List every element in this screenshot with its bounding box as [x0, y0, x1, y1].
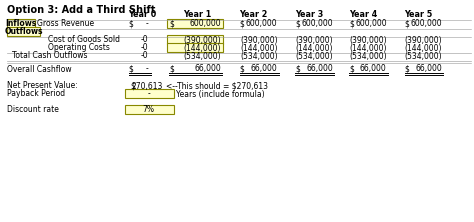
FancyBboxPatch shape	[7, 20, 35, 28]
Text: Option 3: Add a Third Shift: Option 3: Add a Third Shift	[7, 5, 155, 15]
Text: Discount rate: Discount rate	[7, 105, 59, 115]
Text: $: $	[169, 65, 174, 73]
Text: (534,000): (534,000)	[349, 52, 387, 61]
Text: $: $	[404, 65, 410, 73]
Text: Year 4: Year 4	[349, 10, 377, 20]
Text: (534,000): (534,000)	[295, 52, 333, 61]
Text: Outflows: Outflows	[4, 28, 43, 36]
Text: Inflows: Inflows	[5, 20, 36, 28]
Text: -0: -0	[141, 44, 148, 52]
Text: Overall Cashflow: Overall Cashflow	[7, 65, 72, 73]
Text: 7%: 7%	[143, 105, 155, 115]
Text: $: $	[295, 20, 301, 28]
Text: $: $	[131, 81, 136, 91]
Text: Cost of Goods Sold: Cost of Goods Sold	[48, 36, 120, 44]
Text: 600,000: 600,000	[355, 20, 387, 28]
Text: Operating Costs: Operating Costs	[48, 44, 110, 52]
FancyBboxPatch shape	[125, 105, 174, 115]
FancyBboxPatch shape	[7, 28, 40, 36]
Text: (390,000): (390,000)	[349, 36, 387, 44]
Text: 66,000: 66,000	[194, 65, 221, 73]
Text: (390,000): (390,000)	[405, 36, 442, 44]
Text: Gross Revenue: Gross Revenue	[37, 20, 95, 28]
Text: 600,000: 600,000	[410, 20, 442, 28]
Text: 600,000: 600,000	[190, 20, 221, 28]
FancyBboxPatch shape	[167, 20, 223, 28]
Text: -: -	[146, 65, 148, 73]
Text: Year 2: Year 2	[239, 10, 268, 20]
Text: (390,000): (390,000)	[295, 36, 333, 44]
Text: 600,000: 600,000	[301, 20, 333, 28]
Text: $: $	[129, 20, 134, 28]
Text: 66,000: 66,000	[416, 65, 442, 73]
Text: Net Present Value:: Net Present Value:	[7, 81, 77, 91]
Text: (144,000): (144,000)	[405, 44, 442, 52]
Text: -: -	[146, 20, 148, 28]
Text: $: $	[295, 65, 301, 73]
Text: -0: -0	[141, 52, 148, 61]
Text: 66,000: 66,000	[306, 65, 333, 73]
FancyBboxPatch shape	[167, 36, 223, 44]
Text: (144,000): (144,000)	[183, 44, 221, 52]
Text: -0: -0	[141, 36, 148, 44]
FancyBboxPatch shape	[125, 89, 174, 99]
Text: (534,000): (534,000)	[183, 52, 221, 61]
Text: (390,000): (390,000)	[183, 36, 221, 44]
Text: Year 5: Year 5	[404, 10, 433, 20]
Text: 66,000: 66,000	[360, 65, 387, 73]
Text: (144,000): (144,000)	[240, 44, 278, 52]
Text: (534,000): (534,000)	[405, 52, 442, 61]
Text: $: $	[349, 65, 354, 73]
Text: Year 3: Year 3	[295, 10, 323, 20]
Text: Year 0: Year 0	[128, 10, 157, 20]
Text: 270,613: 270,613	[131, 81, 163, 91]
Text: $: $	[240, 65, 245, 73]
Text: $: $	[404, 20, 410, 28]
Text: Year 1: Year 1	[183, 10, 211, 20]
Text: 600,000: 600,000	[246, 20, 278, 28]
Text: (144,000): (144,000)	[349, 44, 387, 52]
Text: (534,000): (534,000)	[240, 52, 278, 61]
Text: (390,000): (390,000)	[240, 36, 278, 44]
Text: Total Cash Outflows: Total Cash Outflows	[12, 52, 87, 61]
Text: Payback Period: Payback Period	[7, 89, 65, 99]
FancyBboxPatch shape	[167, 44, 223, 52]
Text: $: $	[240, 20, 245, 28]
Text: (144,000): (144,000)	[296, 44, 333, 52]
Text: 66,000: 66,000	[251, 65, 278, 73]
Text: Years (include formula): Years (include formula)	[176, 89, 265, 99]
Text: <--This should = $270,613: <--This should = $270,613	[166, 81, 268, 91]
Text: $: $	[169, 20, 174, 28]
Text: $: $	[349, 20, 354, 28]
Text: $: $	[129, 65, 134, 73]
Text: -: -	[147, 89, 150, 99]
